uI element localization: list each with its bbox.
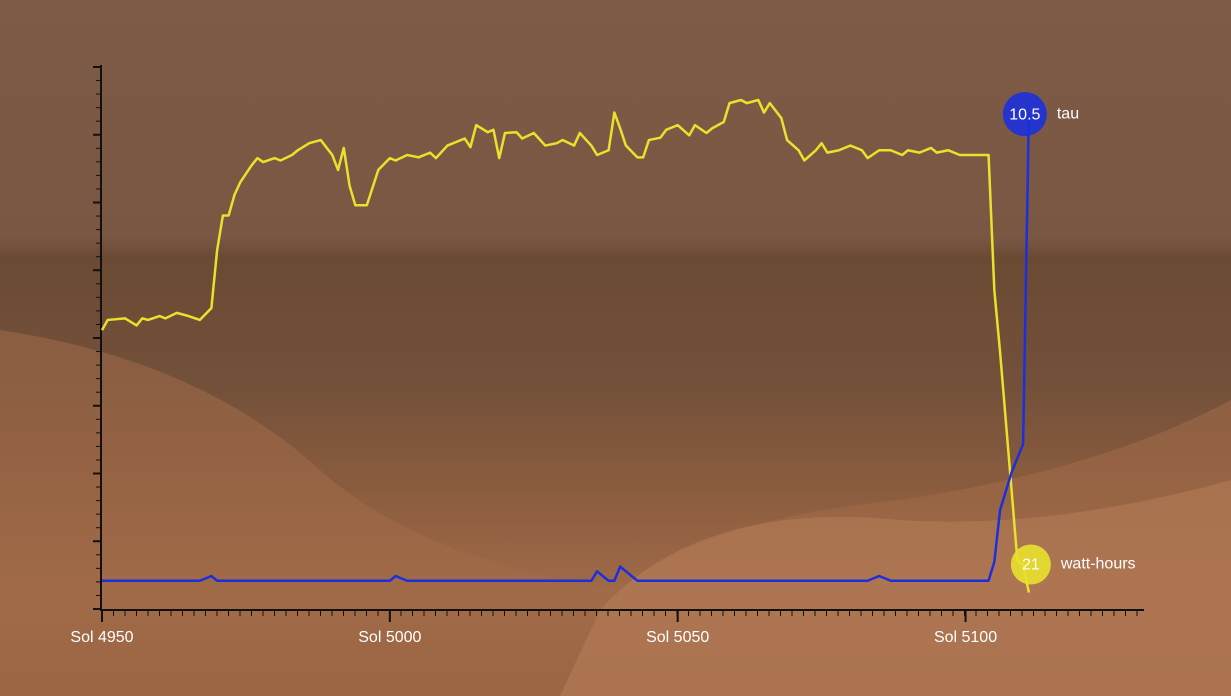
x-tick-label: Sol 4950 xyxy=(70,629,133,646)
x-tick-label: Sol 5000 xyxy=(358,629,421,646)
series-label: tau xyxy=(1057,105,1079,122)
screenshot: Sol 4950 Sol 5000 Sol 5050 Sol 5100 21 watt-h… xyxy=(0,0,1231,696)
chart: Sol 4950 Sol 5000 Sol 5050 Sol 5100 21 watt-h… xyxy=(0,0,1231,696)
series-label: watt-hours xyxy=(1060,556,1136,573)
x-tick-label: Sol 5050 xyxy=(646,629,709,646)
end-value-label: 10.5 xyxy=(1009,106,1040,123)
end-value-label: 21 xyxy=(1022,557,1040,574)
x-tick-label: Sol 5100 xyxy=(934,629,997,646)
